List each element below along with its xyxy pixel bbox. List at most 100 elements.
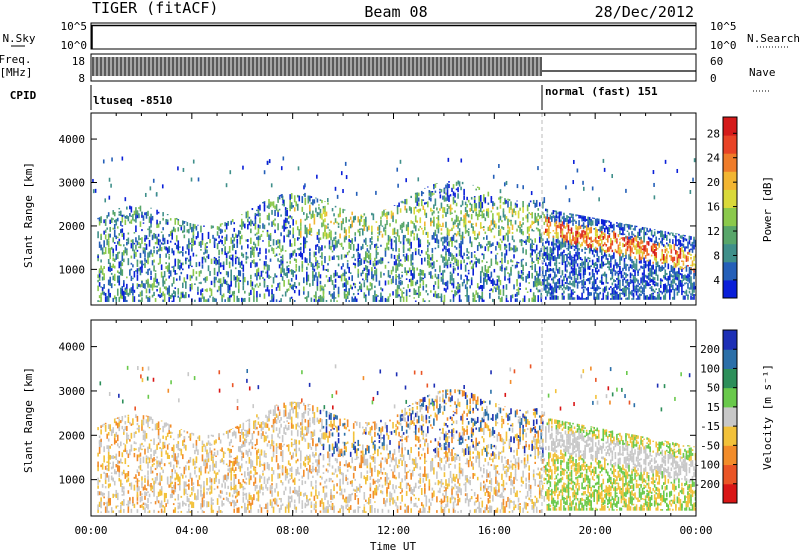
range-cell [147, 511, 149, 513]
range-cell [622, 242, 624, 248]
range-cell [182, 500, 184, 507]
range-cell [333, 213, 335, 217]
range-cell [482, 228, 485, 231]
range-cell [499, 297, 502, 302]
range-cell [281, 445, 284, 448]
range-cell [520, 259, 523, 262]
range-cell [121, 494, 124, 496]
range-cell [546, 218, 549, 223]
range-cell [546, 282, 549, 289]
range-cell [501, 257, 503, 264]
range-cell [579, 273, 582, 280]
range-cell [369, 244, 372, 250]
range-cell [563, 212, 565, 216]
range-cell [239, 434, 242, 443]
range-cell [590, 219, 592, 227]
range-cell [546, 246, 549, 251]
range-cell [540, 215, 543, 219]
range-cell [185, 221, 187, 223]
range-cell [567, 229, 570, 234]
range-cell [201, 238, 204, 246]
range-cell [222, 433, 225, 436]
range-cell [672, 275, 674, 278]
range-cell [230, 280, 233, 287]
range-cell [269, 300, 272, 302]
range-cell [632, 237, 635, 243]
range-cell [563, 290, 565, 294]
range-cell [304, 183, 306, 188]
range-cell [587, 233, 589, 240]
range-cell [245, 251, 248, 255]
range-cell [629, 238, 632, 246]
range-cell [602, 235, 605, 240]
range-cell [240, 245, 243, 250]
range-cell [107, 259, 110, 265]
range-cell [613, 286, 615, 293]
range-cell [685, 255, 688, 262]
range-cell [492, 174, 495, 179]
range-cell [287, 279, 290, 285]
range-cell [301, 436, 304, 441]
range-cell [206, 449, 208, 455]
range-cell [222, 451, 225, 459]
freq-tick-bottom: 8 [78, 72, 85, 85]
range-cell [209, 447, 211, 454]
range-cell [442, 270, 444, 277]
colorbar-swatch [723, 207, 737, 227]
range-cell [640, 248, 642, 254]
range-cell [110, 265, 113, 268]
range-cell [139, 266, 142, 270]
range-cell [213, 297, 216, 302]
range-cell [669, 254, 671, 258]
range-cell [290, 422, 293, 429]
range-cell [313, 503, 316, 511]
range-cell [649, 277, 651, 280]
range-cell [486, 243, 488, 246]
range-cell [157, 491, 160, 497]
range-cell [159, 472, 161, 479]
range-cell [110, 283, 113, 289]
range-cell [662, 244, 665, 247]
range-cell [119, 420, 122, 424]
range-cell [151, 458, 154, 463]
range-cell [236, 455, 239, 460]
range-cell [407, 255, 409, 262]
range-cell [578, 214, 580, 219]
range-cell [548, 216, 550, 224]
range-cell [411, 280, 414, 287]
range-cell [358, 230, 361, 237]
range-cell [180, 433, 183, 436]
range-cell [139, 291, 142, 297]
range-cell [115, 464, 118, 468]
range-cell [245, 261, 248, 264]
range-cell [257, 227, 260, 234]
range-cell [525, 262, 527, 267]
range-cell [175, 457, 178, 465]
range-cell [280, 480, 282, 483]
range-cell [452, 278, 455, 284]
range-cell [390, 253, 393, 259]
range-cell [228, 441, 231, 447]
colorbar-swatch [723, 243, 737, 263]
range-cell [121, 269, 124, 276]
range-cell [133, 296, 136, 302]
range-cell [495, 283, 497, 286]
range-cell [616, 286, 618, 290]
range-cell [640, 258, 642, 264]
range-cell [182, 282, 184, 289]
range-cell [310, 468, 313, 471]
range-cell [145, 211, 148, 219]
range-cell [162, 510, 164, 513]
range-cell [292, 490, 295, 494]
range-cell [349, 243, 352, 250]
range-cell [315, 244, 317, 250]
range-cell [644, 295, 647, 300]
range-cell [433, 284, 435, 287]
range-cell [566, 232, 568, 234]
range-cell [303, 461, 305, 466]
range-cell [274, 205, 276, 209]
range-cell [281, 503, 284, 506]
range-cell [144, 430, 146, 438]
range-cell [611, 240, 614, 246]
range-cell [142, 445, 145, 447]
